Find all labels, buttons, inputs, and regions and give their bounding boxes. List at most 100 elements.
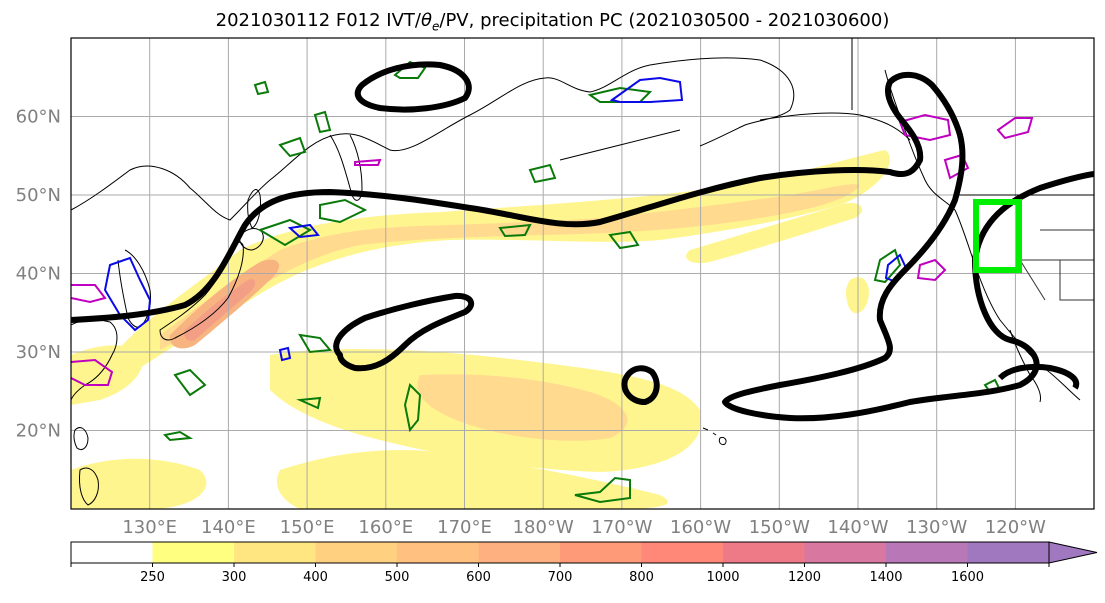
green-contour-6 (498, 223, 532, 238)
coast-aleutians (559, 129, 681, 161)
ivt-southwest (71, 458, 207, 509)
ivt-core-japan-inner (184, 279, 256, 341)
green-contour-7 (608, 230, 640, 250)
lat-label-40n: 40°N (16, 264, 61, 285)
magenta-contour-3 (898, 113, 952, 142)
pv-contour-southwest (997, 363, 1080, 390)
colorbar-segment (723, 542, 805, 563)
colorbar-label: 300 (222, 570, 247, 585)
magenta-contour-1 (71, 358, 114, 386)
colorbar-label: 250 (140, 570, 165, 585)
colorbar-label: 600 (466, 570, 491, 585)
green-contour-14 (162, 430, 194, 442)
colorbar-label: 1400 (869, 570, 902, 585)
colorbar-label: 1600 (951, 570, 984, 585)
pv-contour-central-loop (333, 292, 475, 372)
lon-label-130w: 130°W (906, 517, 967, 538)
pv-contour-main (71, 71, 1094, 422)
green-contour-11 (528, 163, 557, 184)
coast-siberia (71, 64, 651, 221)
colorbar-segment (478, 542, 561, 563)
highlight-box (973, 199, 1022, 273)
colorbar-segment (967, 542, 1050, 563)
colorbar-segment (804, 542, 887, 563)
map-frame (70, 37, 1095, 510)
colorbar-segment (641, 542, 724, 563)
lon-label-180w: 180°W (513, 517, 574, 538)
colorbar-label: 800 (629, 570, 654, 585)
lon-label-130e: 130°E (122, 517, 177, 538)
title-theta: θ (420, 10, 432, 31)
blue-contour-5 (287, 223, 320, 239)
green-contour-10 (403, 383, 422, 433)
pv-contours (71, 61, 1094, 422)
coast-hokkaido (239, 227, 264, 251)
lat-label-30n: 30°N (16, 342, 61, 363)
colorbar-extend-arrow (1048, 541, 1098, 564)
magenta-contour-5 (916, 258, 947, 282)
coastlines (71, 38, 1094, 506)
ivt-shading (71, 150, 890, 509)
blue-contour-1 (609, 76, 684, 103)
coast-philippines (79, 467, 99, 506)
coast-sakhalin (247, 189, 261, 229)
green-contour-15 (296, 396, 322, 410)
pv-contour-alaska-loop (354, 61, 472, 113)
ivt-band-north-core (160, 184, 860, 350)
green-contour-18 (313, 110, 332, 134)
title-subscript: e (432, 19, 440, 34)
green-contour-3 (278, 136, 307, 158)
colorbar-segment (152, 542, 235, 563)
lat-label-60n: 60°N (16, 107, 61, 128)
title-prefix: 2021030112 F012 IVT/ (215, 10, 421, 31)
coast-japan (159, 241, 244, 341)
coast-hawaii (702, 427, 727, 445)
title-suffix: /PV, precipitation PC (2021030500 - 2021… (439, 10, 890, 31)
lon-label-160e: 160°E (358, 517, 413, 538)
colorbar-segment (560, 542, 642, 563)
lon-label-170e: 170°E (437, 517, 492, 538)
theta-green-contours (162, 60, 1002, 504)
colorbar-label: 1000 (706, 570, 739, 585)
magenta-contour-6 (943, 153, 970, 180)
blue-contour-2 (103, 256, 152, 332)
ivt-blob-hawaii (845, 277, 869, 314)
lon-label-140e: 140°E (201, 517, 256, 538)
ivt-band-south (276, 450, 668, 509)
colorbar-segment (234, 542, 316, 563)
colorbar-segment (315, 542, 398, 563)
magenta-contour-7 (354, 158, 382, 166)
lat-tick-labels: 60°N 50°N 40°N 30°N 20°N (16, 107, 61, 442)
figure-title: 2021030112 F012 IVT/θe/PV, precipitation… (0, 10, 1105, 34)
lon-label-150w: 150°W (749, 517, 810, 538)
magenta-contour-4 (996, 117, 1034, 140)
green-contour-4 (319, 198, 368, 224)
coast-bc (884, 69, 956, 211)
colorbar-label: 400 (303, 570, 328, 585)
green-contour-17 (253, 80, 270, 96)
lon-label-120w: 120°W (985, 517, 1046, 538)
theta-magenta-contours (71, 113, 1034, 386)
coast-us-west (954, 209, 1081, 401)
lat-label-20n: 20°N (16, 421, 61, 442)
coast-taiwan (73, 427, 89, 451)
magenta-contour-2 (71, 284, 107, 304)
colorbar-segment (397, 542, 479, 563)
lat-label-50n: 50°N (16, 185, 61, 206)
lon-label-150e: 150°E (280, 517, 335, 538)
colorbar-label: 700 (548, 570, 573, 585)
lon-label-140w: 140°W (827, 517, 888, 538)
pv-contour-small-loop (621, 365, 660, 405)
green-contour-9 (173, 368, 207, 397)
gridlines (71, 38, 1094, 509)
colorbar: 250 300 400 500 600 700 800 1000 1200 1400 1600 (70, 541, 1098, 585)
colorbar-segment (71, 542, 153, 563)
map-content (71, 38, 1094, 509)
lon-label-170w: 170°W (591, 517, 652, 538)
green-contour-5 (257, 218, 313, 247)
green-contour-8 (298, 333, 332, 354)
colorbar-label: 500 (385, 570, 410, 585)
green-contour-13 (873, 248, 902, 284)
green-contour-12 (574, 476, 631, 504)
